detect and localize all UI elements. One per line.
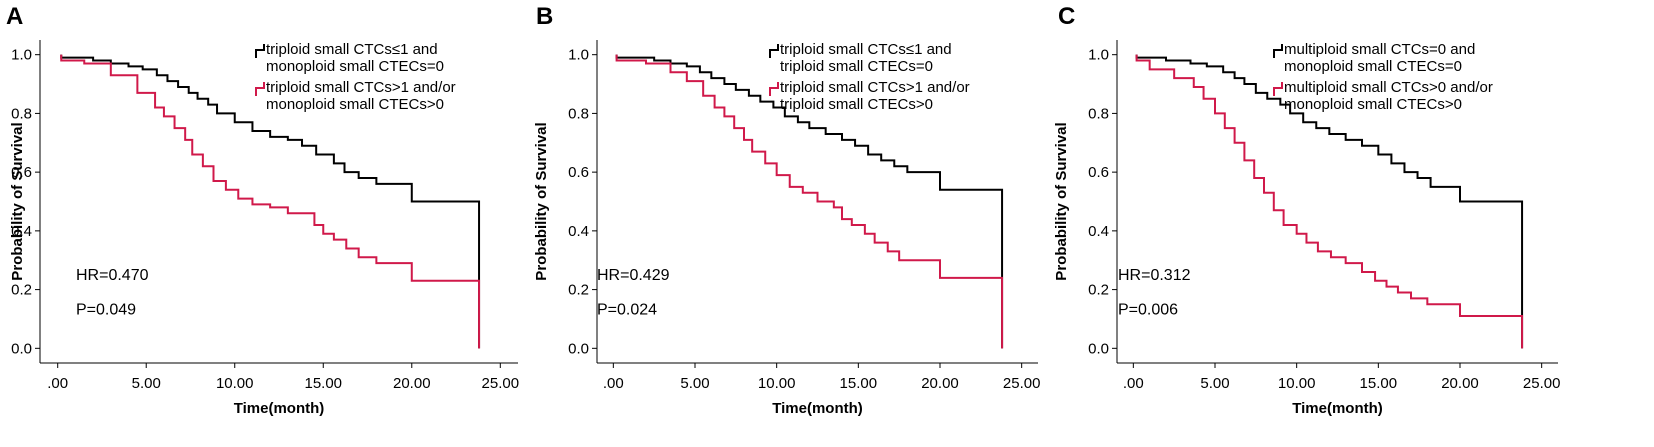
y-tick-label: 0.8 bbox=[1088, 105, 1109, 122]
y-tick-label: 0.2 bbox=[11, 282, 32, 299]
legend-label: triploid small CTCs≤1 and bbox=[266, 41, 438, 58]
y-tick-label: 0.4 bbox=[568, 223, 589, 240]
p-value-label: P=0.049 bbox=[76, 301, 136, 318]
legend-swatch bbox=[255, 82, 265, 96]
y-tick-label: 0.6 bbox=[1088, 164, 1109, 181]
x-tick-label: 5.00 bbox=[1200, 375, 1229, 392]
legend-label: multiploid small CTCs>0 and/or bbox=[1284, 79, 1493, 96]
legend-label: triploid small CTCs>1 and/or bbox=[266, 79, 456, 96]
y-tick-label: 0.4 bbox=[11, 223, 32, 240]
p-value-label: P=0.024 bbox=[597, 301, 657, 318]
x-tick-label: 20.00 bbox=[1441, 375, 1479, 392]
x-tick-label: 25.00 bbox=[482, 375, 520, 392]
y-tick-label: 0.8 bbox=[11, 105, 32, 122]
x-tick-label: 5.00 bbox=[132, 375, 161, 392]
panel-b: B 0.0 0.2 0.4 0.6 0.8 1.0 .00 5.00 10.00 15.00 20.0… bbox=[533, 3, 1040, 417]
x-tick-label: .00 bbox=[47, 375, 68, 392]
legend-swatch bbox=[1273, 82, 1283, 96]
y-axis-title: Probability of Survival bbox=[9, 122, 26, 280]
legend-swatch bbox=[769, 44, 779, 58]
panel-letter: A bbox=[6, 3, 23, 30]
x-tick-label: 20.00 bbox=[393, 375, 431, 392]
legend-label: triploid small CTCs≤1 and bbox=[780, 41, 952, 58]
hazard-ratio-label: HR=0.312 bbox=[1118, 267, 1191, 284]
hazard-ratio-label: HR=0.470 bbox=[76, 267, 149, 284]
panel-a: A 0.0 0.2 0.4 0.6 0.8 1.0 .00 5.00 10.00 15.00 20.0… bbox=[6, 3, 519, 417]
x-axis-title: Time(month) bbox=[772, 400, 863, 417]
y-tick-label: 1.0 bbox=[11, 47, 32, 64]
panel-c: C 0.0 0.2 0.4 0.6 0.8 1.0 .00 5.00 10.00 15.00 20.0… bbox=[1053, 3, 1560, 417]
legend-swatch bbox=[769, 82, 779, 96]
x-tick-label: 25.00 bbox=[1003, 375, 1041, 392]
km-curve-series-1 bbox=[1135, 54, 1524, 349]
y-tick-label: 1.0 bbox=[1088, 47, 1109, 64]
x-axis-title: Time(month) bbox=[234, 400, 325, 417]
y-tick-label: 0.8 bbox=[568, 105, 589, 122]
y-tick-label: 0.6 bbox=[11, 164, 32, 181]
legend-swatch bbox=[255, 44, 265, 58]
legend-label: triploid small CTECs=0 bbox=[780, 58, 933, 75]
legend-label: monoploid small CTECs=0 bbox=[1284, 58, 1462, 75]
y-tick-label: 1.0 bbox=[568, 47, 589, 64]
x-tick-label: 10.00 bbox=[1278, 375, 1316, 392]
x-tick-label: 10.00 bbox=[758, 375, 796, 392]
km-curve-series-2 bbox=[60, 54, 481, 349]
y-axis-title: Probability of Survival bbox=[1053, 122, 1070, 280]
x-tick-label: 15.00 bbox=[304, 375, 342, 392]
hazard-ratio-label: HR=0.429 bbox=[597, 267, 670, 284]
km-curve-series-1 bbox=[615, 54, 1004, 349]
legend-label: multiploid small CTCs=0 and bbox=[1284, 41, 1475, 58]
y-tick-label: 0.2 bbox=[1088, 282, 1109, 299]
y-tick-label: 0.0 bbox=[568, 340, 589, 357]
legend-label: monoploid small CTECs>0 bbox=[1284, 96, 1462, 113]
legend-label: triploid small CTCs>1 and/or bbox=[780, 79, 970, 96]
x-tick-label: 10.00 bbox=[216, 375, 254, 392]
x-tick-label: 5.00 bbox=[680, 375, 709, 392]
x-tick-label: 15.00 bbox=[1360, 375, 1398, 392]
x-tick-label: 15.00 bbox=[840, 375, 878, 392]
km-curve-series-2 bbox=[1135, 54, 1524, 349]
y-tick-label: 0.0 bbox=[1088, 340, 1109, 357]
y-axis-title: Probability of Survival bbox=[533, 122, 550, 280]
p-value-label: P=0.006 bbox=[1118, 301, 1178, 318]
y-tick-label: 0.0 bbox=[11, 340, 32, 357]
legend-label: monoploid small CTECs>0 bbox=[266, 96, 444, 113]
x-axis-title: Time(month) bbox=[1292, 400, 1383, 417]
panel-letter: C bbox=[1058, 3, 1075, 30]
y-tick-label: 0.6 bbox=[568, 164, 589, 181]
x-tick-label: 25.00 bbox=[1523, 375, 1561, 392]
x-tick-label: 20.00 bbox=[921, 375, 959, 392]
x-tick-label: .00 bbox=[603, 375, 624, 392]
x-tick-label: .00 bbox=[1123, 375, 1144, 392]
legend-label: monoploid small CTECs=0 bbox=[266, 58, 444, 75]
km-curve-series-2 bbox=[615, 54, 1004, 349]
km-curve-series-1 bbox=[60, 54, 481, 349]
legend-label: triploid small CTECs>0 bbox=[780, 96, 933, 113]
y-tick-label: 0.4 bbox=[1088, 223, 1109, 240]
legend-swatch bbox=[1273, 44, 1283, 58]
panel-letter: B bbox=[536, 3, 553, 30]
y-tick-label: 0.2 bbox=[568, 282, 589, 299]
